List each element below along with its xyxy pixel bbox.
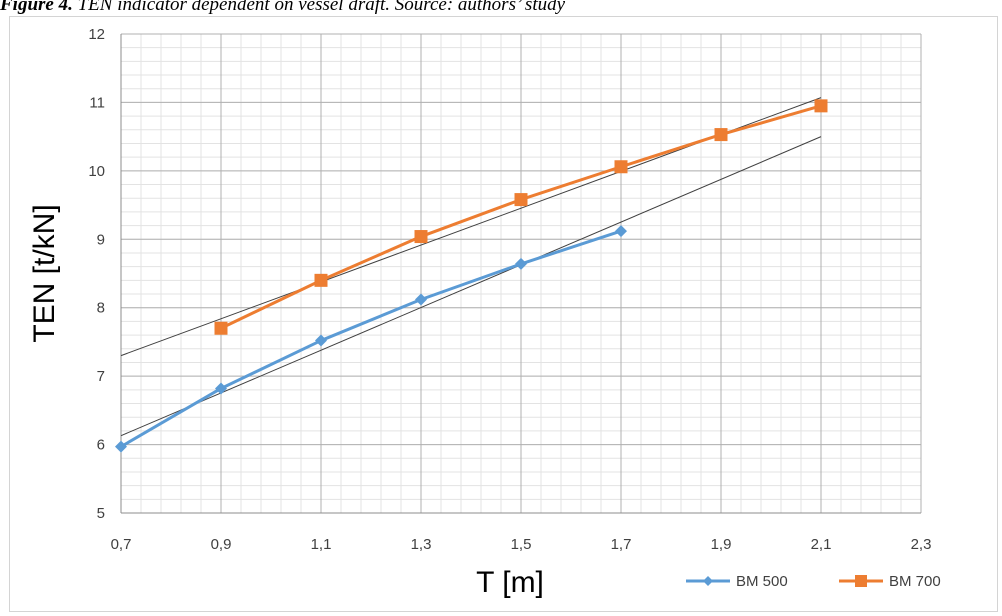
grid-layer	[120, 33, 922, 514]
data-point-diamond	[315, 334, 327, 347]
legend-marker-square	[855, 575, 867, 587]
legend-label: BM 700	[889, 573, 941, 590]
y-tick-label: 9	[97, 231, 105, 248]
data-point-diamond	[215, 382, 227, 395]
data-point-square	[314, 273, 328, 287]
y-tick-label: 12	[88, 26, 105, 43]
figure-caption-label: Figure 4.	[0, 0, 73, 15]
y-tick-label: 7	[97, 368, 105, 385]
y-tick-label: 8	[97, 300, 105, 317]
data-point-square	[814, 99, 828, 113]
x-tick-label: 0,7	[111, 536, 132, 553]
figure-caption: Figure 4. TEN indicator dependent on ves…	[0, 0, 1002, 16]
y-axis-title: TEN [t/kN]	[28, 204, 61, 342]
x-tick-label: 1,7	[611, 536, 632, 553]
data-point-diamond	[115, 440, 127, 453]
y-tick-label: 10	[88, 163, 105, 180]
series-line	[120, 229, 622, 448]
data-point-square	[614, 160, 628, 174]
x-axis-title: T [m]	[476, 566, 544, 599]
x-tick-label: 2,1	[811, 536, 832, 553]
legend: BM 500 BM 700	[686, 573, 941, 590]
chart-frame	[9, 16, 998, 612]
legend-marker-diamond	[703, 576, 713, 586]
x-tick-label: 1,3	[411, 536, 432, 553]
y-tick-label: 5	[97, 505, 105, 522]
x-tick-labels: 0,7 0,9 1,1 1,3 1,5 1,7 1,9 2,1 2,3	[111, 536, 932, 553]
data-point-diamond	[515, 257, 527, 270]
x-tick-label: 1,5	[511, 536, 532, 553]
x-tick-label: 0,9	[211, 536, 232, 553]
data-point-diamond	[615, 225, 627, 238]
y-tick-labels: 5 6 7 8 9 10 11 12	[88, 26, 105, 522]
data-point-square	[214, 321, 228, 335]
x-tick-label: 1,1	[311, 536, 332, 553]
legend-label: BM 500	[736, 573, 788, 590]
figure-caption-text: TEN indicator dependent on vessel draft.…	[72, 0, 566, 15]
y-tick-label: 6	[97, 437, 105, 454]
series-layer	[115, 99, 828, 453]
data-point-square	[514, 193, 528, 207]
data-point-square	[714, 128, 728, 142]
x-tick-label: 1,9	[711, 536, 732, 553]
x-tick-label: 2,3	[911, 536, 932, 553]
data-point-square	[414, 230, 428, 244]
y-tick-label: 11	[89, 94, 105, 111]
data-point-diamond	[415, 293, 427, 306]
trendline	[120, 136, 822, 437]
